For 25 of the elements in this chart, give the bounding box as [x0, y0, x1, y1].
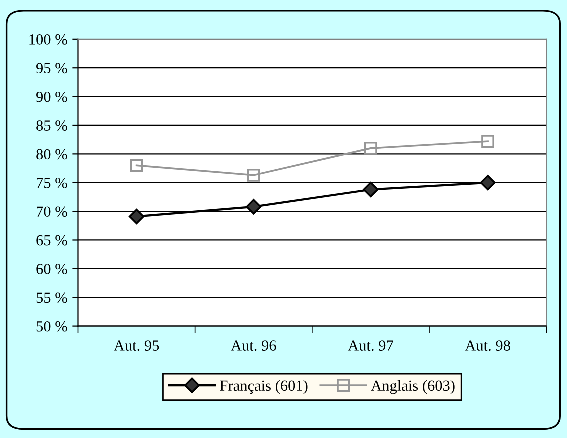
y-tick-label: 85 % [36, 120, 68, 131]
legend-label: Anglais (603) [371, 380, 455, 394]
point [363, 182, 379, 198]
point [480, 175, 496, 191]
point [129, 208, 145, 224]
y-tick-label: 100 % [30, 34, 68, 45]
y-tick-label: 55 % [36, 292, 68, 304]
point [482, 135, 495, 148]
x-tick-label: Aut. 97 [348, 340, 394, 352]
y-tick-label: 50 % [36, 321, 68, 332]
y-tick-label: 95 % [36, 63, 68, 74]
point [247, 168, 260, 182]
point [364, 142, 378, 155]
x-tick-label: Aut. 95 [114, 340, 160, 352]
y-tick-label: 70 % [37, 206, 68, 218]
y-tick-label: 75 % [37, 178, 68, 188]
point [130, 159, 144, 172]
x-tick-label: Aut. 98 [465, 340, 510, 352]
x-tick-label: Aut. 96 [231, 340, 276, 352]
legend-label: Français (601) [220, 380, 308, 394]
y-tick-label: 80 % [36, 149, 68, 160]
y-tick-label: 60 % [36, 264, 68, 274]
y-tick-label: 90 % [36, 92, 68, 102]
point [246, 199, 262, 215]
y-tick-label: 65 % [36, 235, 68, 246]
